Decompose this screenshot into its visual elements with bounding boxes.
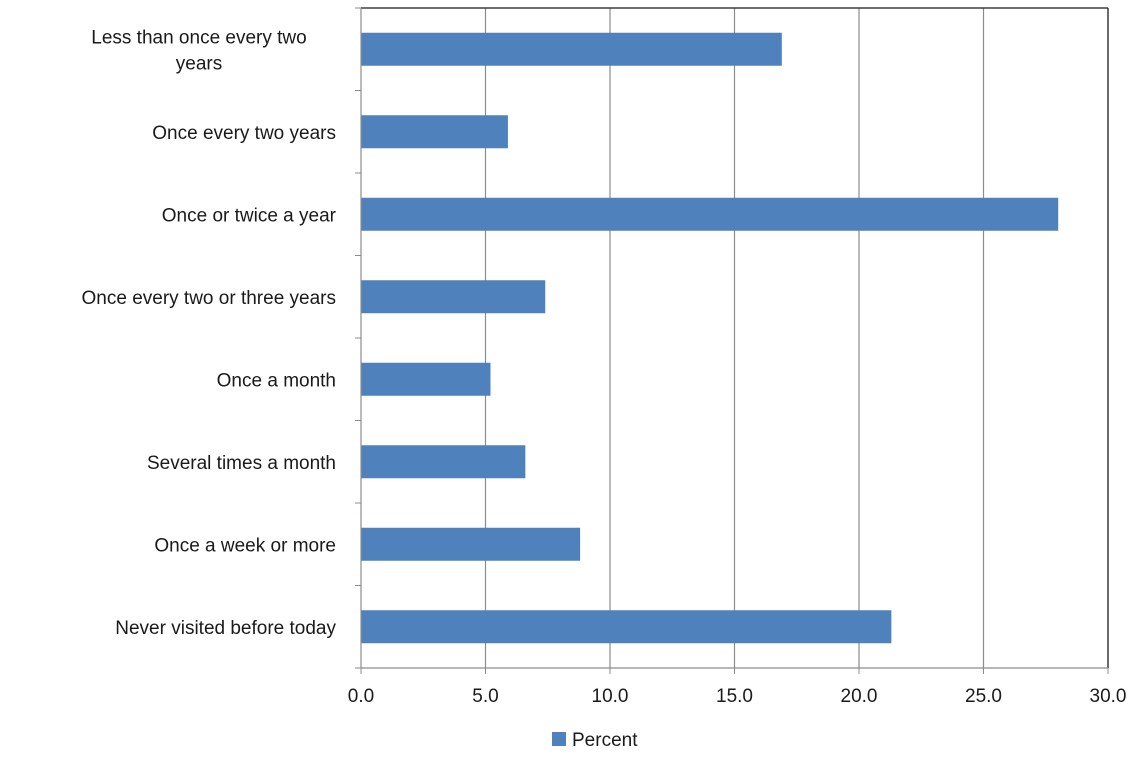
legend: Percent xyxy=(552,730,638,751)
legend-swatch xyxy=(552,732,566,746)
x-tick-label: 20.0 xyxy=(841,686,878,707)
bar xyxy=(361,32,782,66)
category-label: Once every two or three years xyxy=(82,288,337,309)
bar xyxy=(361,280,546,314)
legend-label: Percent xyxy=(572,730,638,751)
bar xyxy=(361,115,508,149)
tick-labels: 0.0 5.0 10.0 15.0 20.0 25.0 30.0 xyxy=(348,686,1127,707)
x-tick-label: 10.0 xyxy=(592,686,629,707)
bar xyxy=(361,527,581,561)
category-labels: Less than once every two years Once every … xyxy=(82,27,337,639)
bars xyxy=(361,32,1059,644)
bar xyxy=(361,610,892,644)
axes xyxy=(355,7,1109,674)
category-label: Once or twice a year xyxy=(162,205,337,226)
bar xyxy=(361,445,526,479)
x-tick-label: 0.0 xyxy=(348,686,374,707)
category-label: years xyxy=(176,53,222,74)
category-label: Less than once every two xyxy=(91,27,306,48)
x-tick-label: 30.0 xyxy=(1090,686,1127,707)
category-label: Once every two years xyxy=(152,123,336,144)
category-label: Several times a month xyxy=(147,453,336,474)
category-label: Once a month xyxy=(217,370,336,391)
bar xyxy=(361,362,491,396)
x-tick-label: 5.0 xyxy=(472,686,498,707)
category-label: Never visited before today xyxy=(115,618,336,639)
gridlines xyxy=(484,8,1109,668)
x-tick-label: 15.0 xyxy=(716,686,753,707)
category-label: Once a week or more xyxy=(154,535,336,556)
x-tick-label: 25.0 xyxy=(965,686,1002,707)
bar xyxy=(361,197,1059,231)
